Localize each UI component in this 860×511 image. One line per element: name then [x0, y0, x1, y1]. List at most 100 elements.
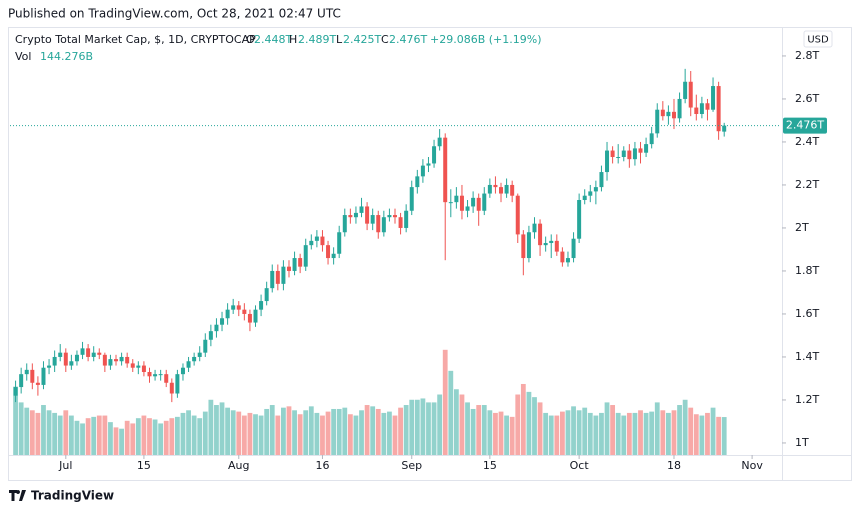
candle-body: [63, 352, 68, 366]
candle-body: [298, 258, 303, 267]
candle-body: [30, 369, 35, 383]
candle-body: [114, 359, 119, 362]
volume-bar: [152, 419, 158, 455]
volume-bar: [682, 399, 688, 455]
candle-body: [381, 217, 386, 233]
candle-body: [465, 206, 470, 211]
candle-body: [705, 103, 710, 110]
volume-bar: [470, 408, 476, 455]
candle-body: [58, 352, 63, 357]
volume-bar: [353, 415, 359, 455]
x-tick-label: Aug: [228, 459, 249, 472]
last-price-tag: [783, 117, 827, 134]
volume-bar: [102, 415, 108, 455]
candle-body: [359, 206, 364, 213]
volume-bar: [308, 406, 314, 455]
x-tick-label: Nov: [741, 459, 763, 472]
volume-bar: [135, 418, 141, 455]
candle-body: [342, 215, 347, 233]
volume-bar: [515, 394, 521, 455]
volume-bar: [654, 402, 660, 455]
candle-body: [125, 356, 130, 364]
y-tick-label: 1.6T: [795, 307, 819, 320]
volume-bar: [147, 418, 152, 455]
volume-bar: [520, 383, 526, 455]
volume-bar: [314, 412, 320, 455]
last-price-label: 2.476T: [786, 119, 824, 132]
candle-body: [415, 176, 420, 188]
candle-body: [666, 111, 671, 117]
volume-bar: [420, 398, 426, 455]
volume-bar: [74, 420, 80, 455]
volume-bar: [46, 410, 52, 455]
candle-body: [286, 266, 291, 271]
volume-bar: [197, 418, 203, 455]
candle-body: [420, 165, 425, 177]
volume-bar: [292, 410, 297, 455]
legend-ohlc-value: 2.476T: [389, 33, 427, 46]
candle-body: [526, 232, 531, 259]
volume-bar: [504, 415, 509, 455]
volume-bar: [487, 410, 493, 455]
candle-body: [521, 234, 526, 259]
volume-bar: [493, 412, 498, 455]
candle-body: [247, 313, 252, 323]
volume-legend-value: 144.276B: [40, 50, 93, 63]
candle-body: [108, 359, 113, 366]
chart-frame: [8, 27, 852, 481]
volume-bar: [414, 399, 420, 455]
candle-body: [13, 387, 18, 396]
legend-ohlc-value: 2.425T: [343, 33, 381, 46]
volume-bar: [442, 349, 448, 455]
candle-body: [376, 215, 381, 233]
volume-bar: [604, 402, 610, 455]
candle-body: [671, 111, 676, 119]
x-tick-label: 15: [137, 459, 151, 472]
volume-bar: [693, 414, 699, 455]
y-tick-label: 2.2T: [795, 178, 819, 191]
candle-body: [683, 81, 688, 99]
candle-body: [571, 238, 576, 259]
currency-box[interactable]: [803, 30, 833, 48]
candle-body: [482, 193, 487, 211]
volume-bar: [398, 407, 403, 455]
volume-bar: [582, 407, 588, 455]
candle-body: [192, 356, 197, 362]
y-tick-label: 2.8T: [795, 49, 819, 62]
candle-body: [119, 356, 124, 362]
volume-bar: [426, 402, 431, 455]
candle-body: [153, 374, 158, 377]
x-tick-label: Sep: [401, 459, 422, 472]
volume-bar: [465, 402, 470, 455]
x-tick-label: Jul: [58, 459, 72, 472]
candle-body: [543, 243, 548, 246]
x-tick-label: 15: [483, 459, 497, 472]
candle-body: [348, 215, 353, 218]
candle-body: [203, 339, 208, 353]
candle-body: [264, 288, 269, 302]
candle-body: [655, 109, 660, 134]
candle-body: [97, 352, 102, 355]
candle-body: [47, 365, 52, 368]
volume-bar: [225, 407, 231, 455]
candle-body: [554, 240, 559, 252]
candle-body: [91, 352, 96, 357]
volume-bar: [537, 402, 543, 455]
volume-bar: [660, 410, 666, 455]
volume-bar: [599, 412, 604, 455]
currency-label[interactable]: USD: [807, 35, 829, 46]
candle-body: [52, 356, 57, 366]
candle-body: [331, 253, 336, 259]
y-tick-label: 2.6T: [795, 92, 819, 105]
volume-bar: [688, 407, 694, 455]
candle-body: [593, 187, 598, 192]
candle-body: [86, 348, 91, 357]
volume-bar: [163, 420, 169, 455]
volume-bar: [610, 405, 616, 455]
candle-body: [387, 215, 392, 218]
candle-body: [398, 217, 403, 228]
volume-bar: [364, 405, 370, 455]
candle-body: [487, 184, 492, 194]
volume-bar: [219, 402, 225, 455]
candle-body: [220, 318, 225, 325]
